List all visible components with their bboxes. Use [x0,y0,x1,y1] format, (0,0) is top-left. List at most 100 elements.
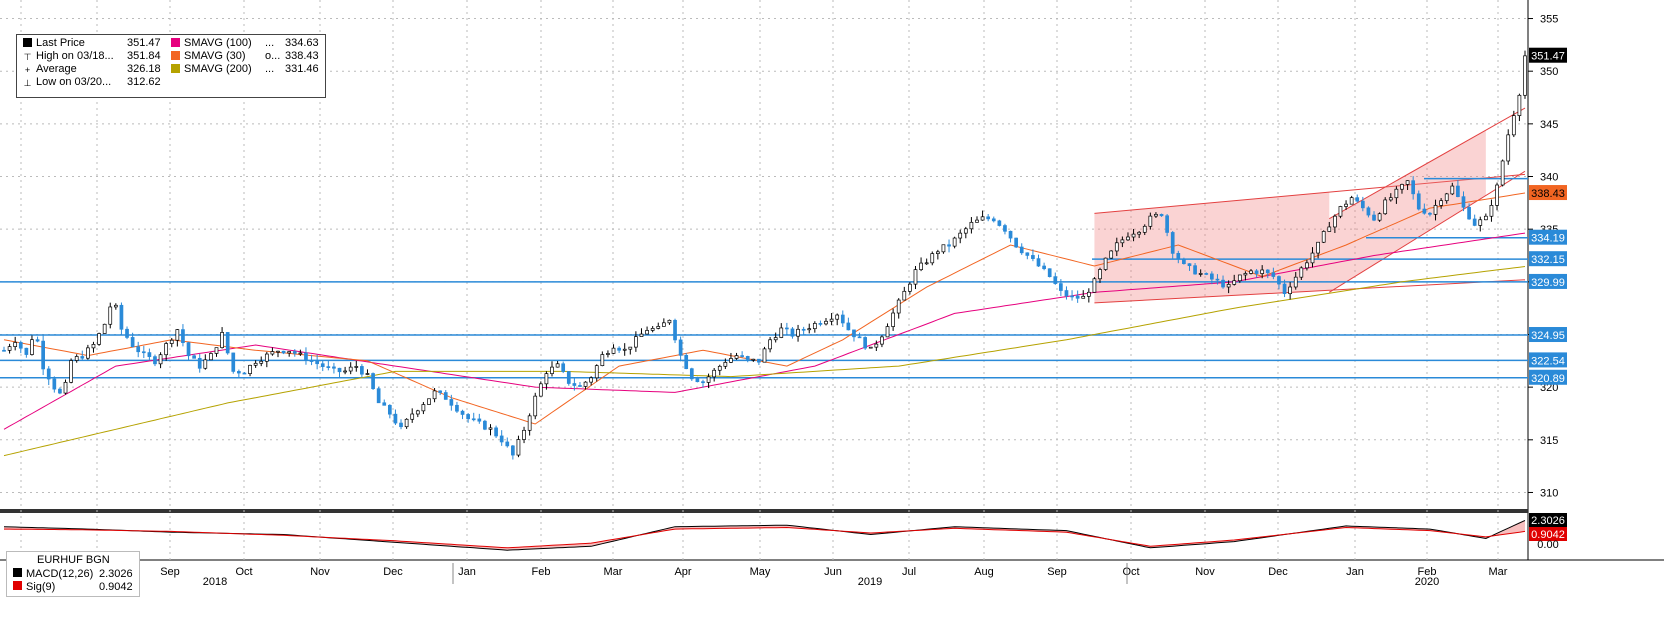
candle-body [1310,252,1315,264]
candle-body [1159,213,1164,217]
candle-body [259,360,264,364]
candle-body [1131,233,1136,238]
candle-body [376,388,381,404]
candle-body [857,336,862,339]
legend-high: ⊤ High on 03/18... [23,50,114,62]
price-tag: 351.47 [1531,51,1565,63]
candle-body [511,445,515,456]
macd-legend-row: MACD(12,26) [13,568,93,581]
candle-body [600,354,605,366]
candle-body [818,323,823,325]
candle-body [1137,231,1142,235]
candle-body [1047,268,1052,278]
candle-body [292,351,297,354]
candle-body [611,347,616,354]
y-tick-label: 345 [1540,119,1558,131]
candle-body [264,353,269,362]
candle-body [1472,218,1477,226]
candle-body [287,351,292,354]
candle-body [41,340,45,370]
candle-body [796,328,800,337]
candle-body [544,373,549,385]
candle-body [1092,278,1097,293]
candle-body [689,368,694,380]
candle-body [1349,197,1354,205]
candle-body [158,354,163,365]
year-label: 2018 [203,576,227,588]
legend-sma30: SMAVG (30) [171,50,246,63]
candle-body [852,329,856,338]
candle-body [1338,206,1343,217]
candle-body [952,237,957,247]
candle-body [164,343,169,356]
candle-body [141,351,146,354]
candle-body [1070,295,1074,298]
candle-body [1377,213,1382,221]
candle-body [35,339,40,342]
y-tick-label: 310 [1540,487,1558,499]
candle-body [516,439,521,456]
candle-body [533,395,538,417]
candle-body [1187,263,1192,267]
price-tag: 320.89 [1531,373,1565,385]
candle-body [46,368,51,380]
year-label: 2019 [858,576,882,588]
candle-body [7,346,12,351]
candle-body [594,365,599,379]
candle-body [13,342,18,347]
candle-body [941,244,946,253]
average-marker-icon: + [24,65,31,75]
candle-body [650,328,655,331]
candle-body [399,422,403,428]
candle-body [181,329,185,344]
candle-body [505,441,510,447]
candle-body [1293,276,1298,288]
candle-body [1500,160,1505,186]
candle-body [723,362,728,367]
candle-body [1511,115,1516,136]
macd-swatch-icon [13,568,22,577]
sma100-swatch-icon [171,38,180,47]
candle-body [1495,184,1499,206]
candle-body [169,339,174,344]
candle-body [108,306,113,325]
candle-body [499,435,504,443]
price-tag-bg [1529,47,1567,63]
sig-value: 0.9042 [99,581,133,593]
candle-body [1215,278,1220,281]
macd-value: 2.3026 [99,568,133,580]
candle-body [471,418,476,421]
candle-body [1388,197,1393,201]
candle-body [466,414,470,420]
month-label: May [750,566,771,578]
candle-body [902,290,907,301]
candle-body [186,342,191,357]
month-label: Nov [310,566,330,578]
price-axis: 310315320325330335340345350355351.47338.… [1528,14,1567,499]
candle-body [661,322,666,327]
sma30-swatch-icon [171,51,180,60]
candle-body [1288,286,1292,295]
month-label: Aug [974,566,994,578]
black-square-icon [23,38,32,47]
candle-body [1260,269,1265,274]
candle-body [410,413,415,420]
legend-sma100-value: 334.63 [285,37,319,49]
legend-sma30-value: 338.43 [285,50,319,62]
price-tag-bg [1529,185,1567,201]
month-label: Jan [458,566,476,578]
month-label: Dec [1268,566,1288,578]
candle-body [393,413,398,424]
candle-body [1226,284,1231,288]
candle-body [1210,273,1214,280]
candle-body [745,356,750,360]
candle-body [1254,270,1259,274]
candle-body [835,314,840,320]
candle-body [891,312,895,327]
candle-body [1036,258,1041,267]
month-label: Jul [902,566,916,578]
legend-sma100-sep: ... [265,37,275,49]
candle-body [460,410,465,415]
